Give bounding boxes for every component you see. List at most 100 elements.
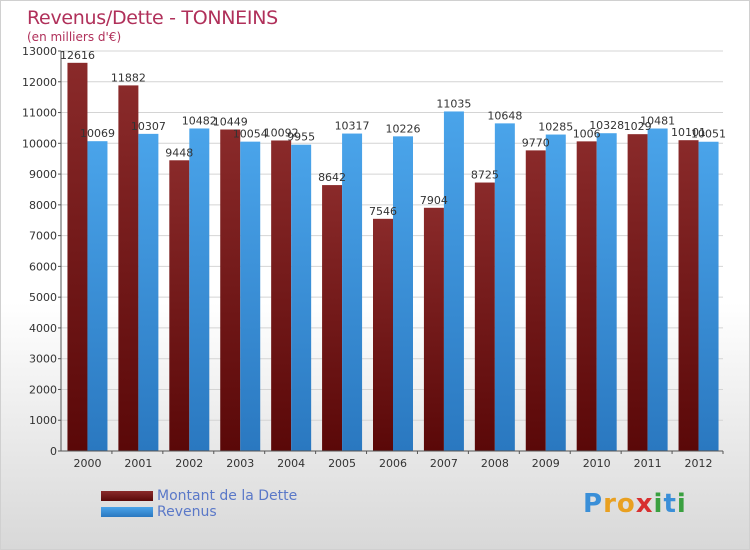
data-label-revenue: 10317 [335, 120, 370, 133]
chart-title: Revenus/Dette - TONNEINS [27, 7, 278, 29]
bar-revenue [87, 141, 108, 451]
data-label-debt: 8725 [471, 169, 499, 182]
data-label-debt: 1029 [624, 120, 652, 133]
x-tick-label: 2003 [226, 457, 254, 470]
data-label-revenue: 10226 [386, 122, 421, 135]
logo-letter: r [603, 489, 617, 519]
logo-letter: i [676, 489, 687, 519]
bar-revenue [647, 128, 668, 451]
bar-debt [423, 207, 444, 451]
bar-debt [118, 85, 139, 452]
bar-debt [220, 129, 241, 451]
data-label-debt: 11882 [111, 71, 146, 84]
data-label-revenue: 10285 [538, 121, 573, 134]
x-tick-label: 2012 [685, 457, 713, 470]
data-label-revenue: 10054 [233, 128, 268, 141]
bar-debt [678, 140, 699, 451]
x-tick-label: 2005 [328, 457, 356, 470]
x-tick-label: 2008 [481, 457, 509, 470]
y-tick-label: 13000 [22, 45, 57, 58]
data-label-revenue: 11035 [436, 97, 471, 110]
x-tick-label: 2009 [532, 457, 560, 470]
legend-label-revenue: Revenus [157, 504, 217, 520]
chart-subtitle: (en milliers d'€) [27, 30, 122, 44]
bar-debt [373, 218, 393, 451]
bar-revenue [698, 141, 719, 451]
x-tick-label: 2011 [634, 457, 662, 470]
bar-revenue [291, 144, 312, 451]
y-tick-label: 6000 [29, 260, 57, 273]
data-label-debt: 10092 [264, 126, 299, 139]
x-tick-label: 2006 [379, 457, 407, 470]
data-label-debt: 9448 [165, 146, 193, 159]
bar-debt [474, 182, 495, 452]
x-tick-label: 2001 [124, 457, 152, 470]
legend: Montant de la Dette Revenus [101, 488, 297, 520]
data-label-revenue: 10307 [131, 120, 166, 133]
logo-letter: o [616, 489, 636, 519]
bar-debt [627, 134, 648, 451]
data-label-revenue: 10648 [487, 109, 522, 122]
bar-debt [169, 160, 190, 452]
data-label-revenue: 9955 [287, 131, 315, 144]
y-tick-label: 9000 [29, 168, 57, 181]
bar-revenue [545, 134, 566, 452]
bar-debt [525, 150, 546, 451]
data-label-debt: 7546 [369, 205, 397, 218]
y-tick-label: 10000 [22, 137, 57, 150]
y-tick-label: 7000 [29, 230, 57, 243]
y-tick-label: 2000 [29, 383, 57, 396]
legend-item-revenue: Revenus [101, 504, 297, 520]
data-label-revenue: 10481 [640, 115, 675, 128]
data-label-debt: 8642 [318, 171, 346, 184]
logo-letter: P [583, 489, 604, 519]
bar-revenue [342, 133, 363, 452]
legend-label-debt: Montant de la Dette [157, 488, 298, 504]
proxiti-logo: Proxiti [583, 489, 687, 519]
data-label-debt: 10449 [213, 115, 248, 128]
legend-swatch-debt [101, 491, 153, 501]
x-tick-label: 2004 [277, 457, 305, 470]
bar-revenue [596, 133, 617, 451]
data-label-revenue: 10328 [589, 119, 624, 132]
x-tick-label: 2010 [583, 457, 611, 470]
x-tick-label: 2000 [73, 457, 101, 470]
data-label-revenue: 10069 [80, 127, 115, 140]
bar-debt [322, 185, 343, 452]
data-label-revenue: 10482 [182, 114, 217, 127]
bar-revenue [240, 141, 261, 451]
bar-revenue [443, 111, 464, 451]
bar-debt [67, 62, 88, 452]
y-tick-label: 8000 [29, 199, 57, 212]
logo-letter: i [653, 489, 664, 519]
legend-item-debt: Montant de la Dette [101, 488, 297, 504]
bar-revenue [494, 123, 515, 451]
logo-letter: x [635, 489, 654, 519]
bar-revenue [189, 128, 210, 451]
data-label-debt: 9770 [522, 136, 550, 149]
y-tick-label: 3000 [29, 353, 57, 366]
y-tick-label: 0 [50, 445, 57, 458]
bars [67, 62, 719, 452]
data-label-debt: 7904 [420, 194, 448, 207]
data-labels: 1261610069118821030794481048210449100541… [60, 49, 726, 218]
y-tick-label: 1000 [29, 414, 57, 427]
bar-debt [576, 141, 597, 451]
data-label-revenue: 10051 [691, 128, 726, 141]
logo-letter: t [663, 489, 677, 519]
data-label-debt: 10101 [671, 126, 706, 139]
bar-debt [271, 140, 292, 451]
y-tick-label: 12000 [22, 76, 57, 89]
data-label-debt: 12616 [60, 49, 95, 62]
x-tick-label: 2007 [430, 457, 458, 470]
bar-revenue [138, 133, 159, 451]
axes: 0 1000 2000 3000 4000 5000 6000 7000 8000 9000 100… [22, 45, 724, 470]
y-tick-label: 11000 [22, 107, 57, 120]
legend-swatch-revenue [101, 507, 153, 517]
data-label-debt: 1006 [573, 127, 601, 140]
x-tick-label: 2002 [175, 457, 203, 470]
y-tick-label: 5000 [29, 291, 57, 304]
bar-revenue [393, 136, 413, 451]
